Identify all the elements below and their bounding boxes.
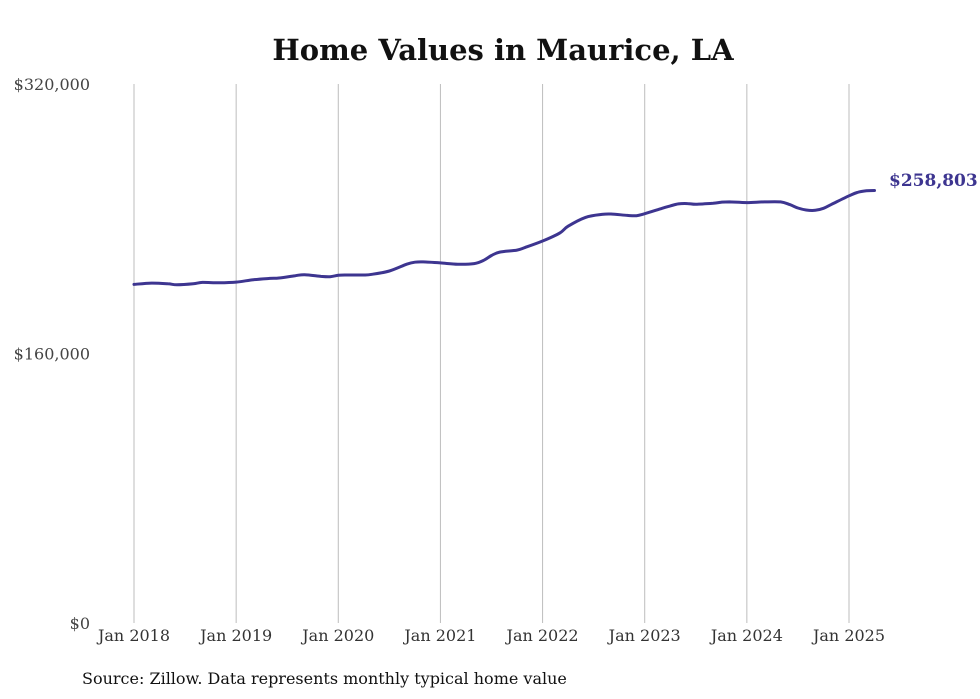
x-tick-label: Jan 2023 [607, 626, 681, 645]
chart-title: Home Values in Maurice, LA [272, 33, 734, 67]
x-tick-label: Jan 2024 [709, 626, 783, 645]
y-axis-ticks: $0 $160,000 $320,000 [14, 75, 90, 633]
x-tick-label: Jan 2019 [198, 626, 272, 645]
y-tick-label: $160,000 [14, 345, 90, 364]
source-note: Source: Zillow. Data represents monthly … [82, 669, 567, 688]
y-tick-label: $320,000 [14, 75, 90, 94]
vertical-gridlines [133, 84, 850, 623]
x-tick-label: Jan 2018 [96, 626, 170, 645]
x-tick-label: Jan 2022 [505, 626, 579, 645]
x-axis-ticks: Jan 2018 Jan 2019 Jan 2020 Jan 2021 Jan 2022… [96, 626, 885, 645]
home-value-line [132, 189, 876, 287]
x-tick-label: Jan 2020 [300, 626, 374, 645]
y-tick-label: $0 [70, 614, 90, 633]
x-tick-label: Jan 2021 [402, 626, 476, 645]
latest-value-label: $258,803 [889, 171, 978, 191]
x-tick-label: Jan 2025 [811, 626, 885, 645]
